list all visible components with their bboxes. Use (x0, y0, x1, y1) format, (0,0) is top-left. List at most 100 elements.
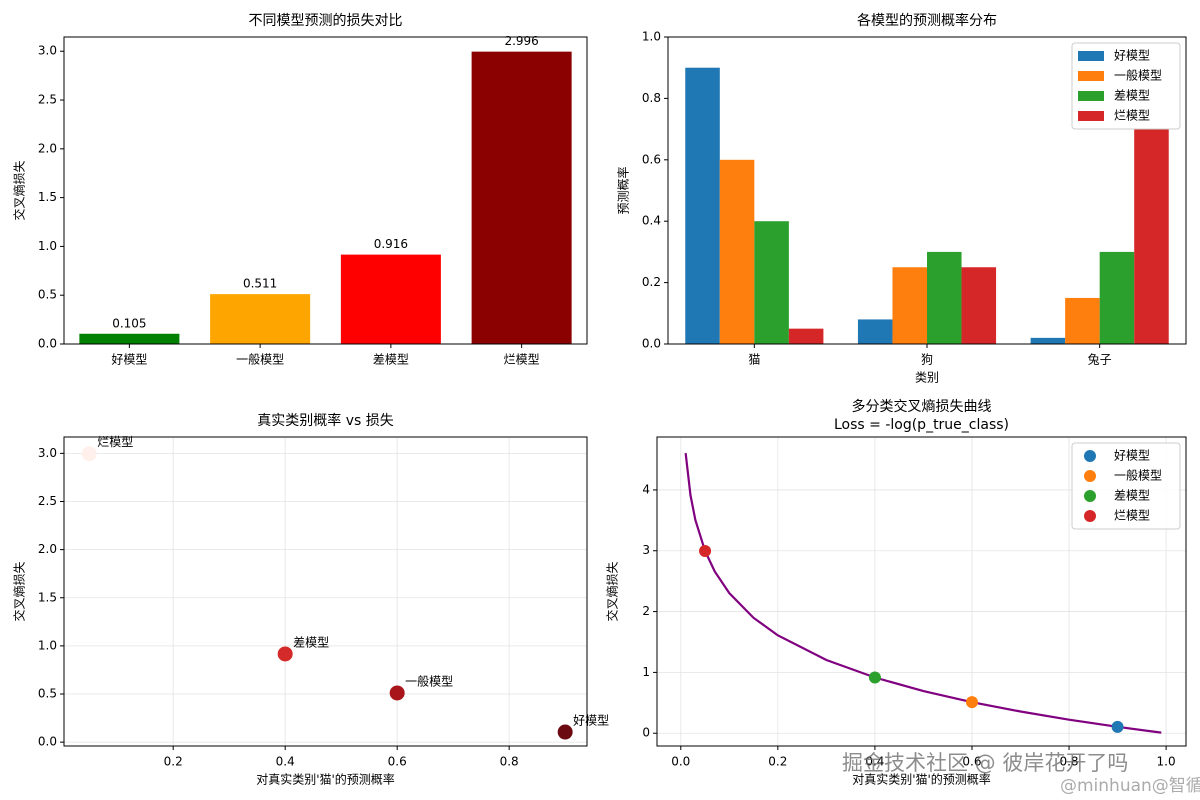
chart-subtitle: Loss = -log(p_true_class) (834, 417, 1009, 433)
legend-marker (1084, 490, 1096, 502)
value-label: 2.996 (504, 34, 538, 48)
point (277, 646, 293, 662)
y-tick-label: 3.0 (38, 44, 57, 58)
legend-swatch (1078, 51, 1104, 61)
bar (685, 67, 720, 344)
legend-label: 烂模型 (1114, 509, 1150, 523)
y-tick-label: 2.5 (38, 93, 57, 107)
x-tick-label: 0.6 (962, 755, 981, 769)
bar (340, 254, 441, 344)
point (699, 544, 712, 557)
x-tick-label: 好模型 (111, 353, 147, 367)
y-tick-label: 3.0 (38, 446, 57, 460)
axes-frame (667, 36, 1187, 345)
bar (927, 251, 962, 344)
y-tick-label: 1.5 (38, 190, 57, 204)
value-label: 0.916 (374, 237, 408, 251)
y-tick-label: 4 (642, 482, 650, 496)
y-tick-label: 1.5 (38, 590, 57, 604)
y-tick-label: 0.0 (38, 337, 57, 351)
bar (788, 328, 824, 344)
point-annotation: 好模型 (573, 714, 609, 728)
x-tick-label: 差模型 (373, 353, 409, 367)
legend-label: 好模型 (1114, 449, 1150, 463)
point (965, 696, 978, 709)
x-axis-label: 对真实类别'猫'的预测概率 (256, 772, 395, 787)
y-tick-label: 2.0 (38, 141, 57, 155)
y-axis-label: 预测概率 (616, 166, 631, 214)
legend-label: 烂模型 (1114, 109, 1150, 123)
x-tick-label: 0.4 (276, 755, 295, 769)
y-tick-label: 2.5 (38, 494, 57, 508)
x-tick-label: 0.8 (500, 755, 519, 769)
chart-title: 真实类别概率 vs 损失 (257, 412, 393, 429)
bar (1099, 251, 1135, 344)
point (868, 671, 881, 684)
y-axis-label: 交叉熵损失 (12, 160, 27, 220)
y-tick-label: 3 (642, 543, 650, 557)
point (81, 446, 97, 462)
legend-label: 差模型 (1114, 489, 1150, 503)
point-annotation: 差模型 (293, 635, 329, 649)
y-tick-label: 0.0 (38, 735, 57, 749)
chart-title: 不同模型预测的损失对比 (249, 13, 403, 29)
axes-frame (63, 436, 588, 747)
legend-marker (1084, 470, 1096, 482)
y-axis-label: 交叉熵损失 (12, 561, 27, 621)
y-tick-label: 0.5 (38, 687, 57, 701)
y-tick-label: 0.4 (642, 214, 661, 228)
bar (79, 333, 180, 344)
bar (857, 319, 893, 344)
x-tick-label: 一般模型 (236, 352, 284, 367)
y-tick-label: 0.6 (642, 152, 661, 166)
y-tick-label: 0.8 (642, 91, 661, 105)
y-tick-label: 1.0 (38, 239, 57, 253)
bar (892, 267, 927, 344)
x-tick-label: 0.2 (768, 755, 787, 769)
legend-marker (1084, 450, 1096, 462)
legend-label: 差模型 (1114, 89, 1150, 103)
legend-marker (1084, 510, 1096, 522)
y-tick-label: 2 (642, 604, 650, 618)
x-tick-label: 狗 (921, 353, 933, 367)
y-tick-label: 0.5 (38, 288, 57, 302)
x-tick-label: 猫 (748, 353, 760, 367)
point-annotation: 一般模型 (405, 673, 453, 688)
x-tick-label: 1.0 (1157, 755, 1176, 769)
chart-title: 各模型的预测概率分布 (857, 12, 997, 29)
y-tick-label: 0.0 (642, 337, 661, 351)
loss-curve (684, 452, 1162, 734)
x-tick-label: 0.0 (671, 755, 690, 769)
bar (1030, 337, 1066, 344)
bar (754, 221, 789, 344)
value-label: 0.105 (112, 316, 146, 330)
bar (1065, 297, 1100, 344)
x-axis-label: 对真实类别'猫'的预测概率 (852, 772, 991, 787)
y-tick-label: 1 (642, 665, 650, 679)
axes-frame (656, 436, 1187, 747)
y-tick-label: 0.2 (642, 275, 661, 289)
value-label: 0.511 (243, 277, 277, 291)
legend-label: 一般模型 (1114, 468, 1162, 483)
bar (210, 294, 311, 344)
x-tick-label: 0.6 (388, 755, 407, 769)
bar (1134, 129, 1169, 344)
legend-swatch (1078, 91, 1104, 101)
point (557, 724, 573, 740)
x-axis-label: 类别 (915, 371, 939, 385)
legend-box (1071, 42, 1181, 130)
x-tick-label: 0.2 (164, 755, 183, 769)
y-tick-label: 0 (642, 726, 650, 740)
legend-box (1071, 442, 1181, 530)
x-tick-label: 兔子 (1088, 352, 1112, 367)
bar (961, 267, 997, 344)
legend-swatch (1078, 111, 1104, 121)
axes-frame (63, 36, 588, 345)
chart-panel: 多分类交叉熵损失曲线 Loss = -log(p_true_class) 对真实类别… (605, 398, 1187, 787)
x-tick-label: 0.4 (865, 755, 884, 769)
